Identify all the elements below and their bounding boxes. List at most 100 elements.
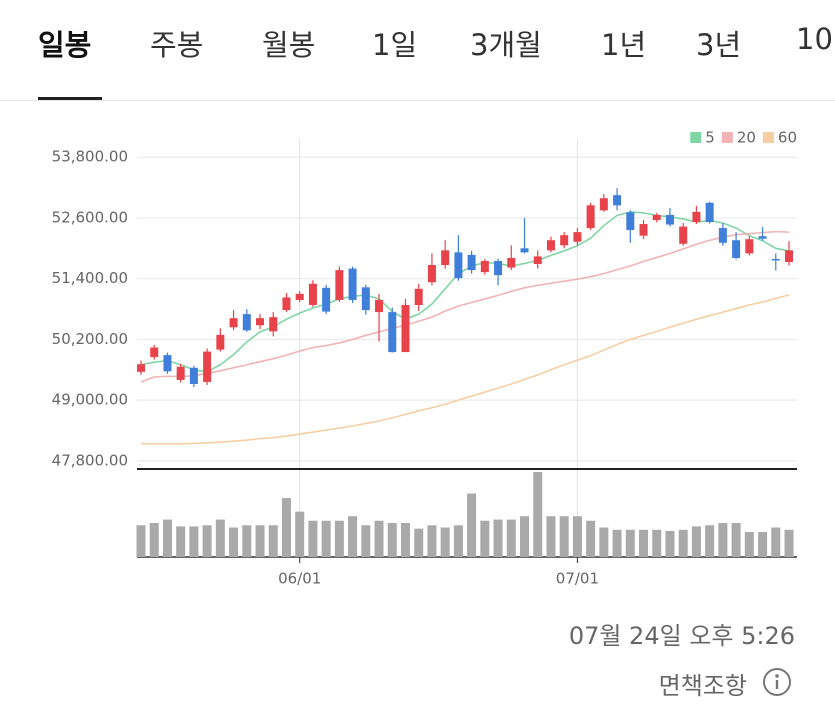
volume-bar [321, 520, 331, 557]
volume-bar [162, 519, 172, 557]
candle-body [361, 287, 370, 311]
legend-label: 60 [778, 129, 797, 147]
volume-bar [744, 532, 754, 557]
volume-bar [295, 511, 305, 557]
tab[interactable]: 월봉 [262, 28, 316, 62]
volume-bar [718, 523, 728, 557]
candle-body [269, 317, 278, 332]
volume-bar [255, 525, 265, 557]
candle-body [705, 202, 714, 223]
candle-body [520, 248, 529, 253]
volume-bar [229, 527, 239, 557]
candle-body [494, 260, 503, 276]
candle-body [573, 232, 582, 242]
volume-bar [308, 520, 318, 557]
tab[interactable]: 1일 [372, 28, 418, 62]
volume-bar [387, 523, 397, 557]
candle-body [163, 355, 172, 372]
tab-bar: 일봉 주봉 월봉 1일 3개월 1년 3년 10 [0, 0, 835, 101]
y-tick-label: 52,600.00 [52, 208, 128, 226]
volume-bar [546, 516, 556, 557]
candle-body [639, 224, 648, 236]
ma-line [140, 211, 790, 373]
candle-body [679, 226, 688, 244]
disclaimer[interactable]: 면책조항 [658, 672, 747, 700]
candle-body [626, 212, 635, 231]
volume-bar [189, 526, 199, 557]
volume-bar [242, 525, 252, 557]
legend-swatch [721, 132, 733, 143]
volume-bar [400, 523, 410, 557]
volume-bar [678, 529, 688, 557]
volume-bar [348, 516, 358, 557]
tab[interactable]: 일봉 [38, 28, 92, 62]
candle-body [176, 366, 185, 380]
tab[interactable]: 3년 [696, 28, 742, 62]
candle-body [441, 250, 450, 266]
legend-label: 5 [705, 129, 715, 147]
tab[interactable]: 1년 [601, 28, 647, 62]
candle-body [785, 250, 793, 262]
candle-body [322, 287, 331, 312]
volume-bar [361, 525, 371, 557]
volume-bar [625, 529, 635, 557]
volume-bar [665, 530, 675, 557]
candle-body [335, 270, 344, 300]
volume-bar [493, 519, 503, 557]
volume-bar [440, 527, 450, 557]
tab[interactable]: 10 [796, 22, 833, 56]
legend-label: 20 [737, 129, 756, 147]
candle-body [388, 312, 397, 353]
y-tick-label: 53,800.00 [52, 148, 128, 166]
candle-body [375, 299, 384, 313]
volume-bar [559, 516, 569, 557]
y-tick-label: 49,000.00 [52, 391, 128, 409]
volume-bar [599, 527, 609, 557]
tab[interactable]: 주봉 [150, 28, 204, 62]
volume-bar [215, 519, 225, 557]
candle-body [480, 260, 489, 273]
volume-bar [374, 520, 384, 557]
volume-bar [268, 525, 278, 557]
volume-bar [480, 520, 490, 557]
volume-bar [176, 526, 186, 557]
volume-bar [427, 525, 437, 557]
candle-body [242, 314, 251, 331]
candle-body [414, 288, 423, 306]
volume-bar [758, 532, 768, 557]
volume-bar [784, 529, 794, 557]
x-tick-label: 06/01 [278, 570, 321, 588]
candle-body [758, 236, 767, 239]
chart: 47,800.00 49,000.00 50,200.00 51,400.00 52,6… [52, 129, 797, 588]
candle-body [718, 228, 727, 243]
candle-body [613, 195, 622, 206]
volume-bar [639, 529, 649, 557]
candle-body [467, 254, 476, 271]
candle-body [652, 214, 661, 220]
candle-body [732, 240, 741, 258]
candle-body [137, 364, 145, 372]
volume-bar [520, 516, 530, 557]
volume-bar [771, 527, 781, 557]
candle-body [665, 214, 674, 225]
candle-body [546, 240, 555, 251]
candle-body [507, 257, 516, 268]
y-tick-label: 50,200.00 [52, 330, 128, 348]
candle-body [348, 268, 357, 300]
tab[interactable]: 3개월 [470, 28, 542, 62]
candle-body [401, 305, 410, 353]
volume-bar [652, 529, 662, 557]
timestamp: 07월 24일 오후 5:26 [568, 622, 795, 650]
candle-body [203, 351, 212, 382]
candle-body [533, 256, 542, 265]
volume-bar [586, 520, 596, 557]
candle-body [599, 198, 608, 211]
y-tick-label: 51,400.00 [52, 269, 128, 287]
volume-bar [149, 523, 159, 557]
volume-bar [202, 525, 212, 557]
volume-bar [691, 526, 701, 557]
info-icon[interactable] [762, 667, 792, 697]
volume-bar [506, 519, 516, 557]
candle-body [308, 283, 317, 306]
